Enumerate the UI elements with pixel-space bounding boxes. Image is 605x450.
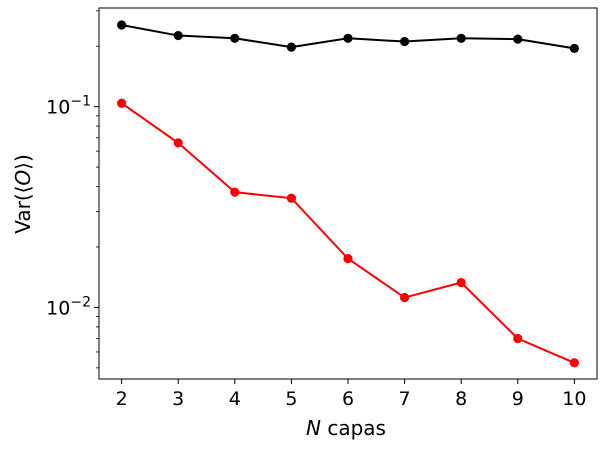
y-axis-label-italic: O bbox=[11, 170, 35, 186]
y-axis-label: Var(⟨O⟩) bbox=[11, 154, 35, 234]
series-0-point-9 bbox=[513, 34, 523, 44]
x-axis-label-rest: capas bbox=[321, 416, 386, 440]
x-tick-label-9: 9 bbox=[512, 388, 524, 410]
series-1-point-2 bbox=[117, 98, 127, 108]
x-tick-label-3: 3 bbox=[172, 388, 184, 410]
series-0-point-7 bbox=[399, 36, 410, 47]
x-tick-label-5: 5 bbox=[285, 388, 297, 410]
x-tick-label-4: 4 bbox=[229, 388, 241, 410]
x-tick-label-7: 7 bbox=[399, 388, 411, 410]
series-0-point-6 bbox=[343, 33, 353, 43]
series-1-point-8 bbox=[456, 277, 466, 288]
series-1-point-7 bbox=[399, 292, 410, 303]
series-1-point-9 bbox=[513, 333, 523, 344]
y-tick-label-0: 10−1 bbox=[46, 94, 91, 119]
axes: 2 3 4 5 6 7 8 9 10 10−1 10−2 bbox=[46, 7, 598, 410]
series-0-point-2 bbox=[117, 20, 127, 30]
series-1-point-4 bbox=[230, 187, 240, 197]
y-axis-label-pre: Var(⟨ bbox=[11, 186, 35, 234]
series-1-point-5 bbox=[286, 193, 297, 203]
x-axis-label-italic: N bbox=[306, 416, 321, 440]
series-0-point-8 bbox=[456, 33, 466, 43]
series-0-point-3 bbox=[173, 30, 183, 41]
series-0-point-10 bbox=[569, 43, 579, 54]
y-axis-label-post: ⟩) bbox=[11, 154, 35, 170]
series-0-point-4 bbox=[230, 33, 240, 43]
x-tick-label-8: 8 bbox=[455, 388, 467, 410]
x-tick-label-6: 6 bbox=[342, 388, 354, 410]
series-1-point-10 bbox=[569, 358, 579, 368]
series-1-point-3 bbox=[173, 138, 183, 148]
x-axis-label: N capas bbox=[306, 416, 386, 440]
x-tick-label-10: 10 bbox=[562, 388, 586, 410]
series-1-point-6 bbox=[343, 254, 353, 264]
y-tick-label-1: 10−2 bbox=[46, 294, 91, 319]
chart-marks bbox=[117, 20, 579, 368]
series-0-point-5 bbox=[286, 42, 297, 52]
x-tick-label-2: 2 bbox=[116, 388, 128, 410]
